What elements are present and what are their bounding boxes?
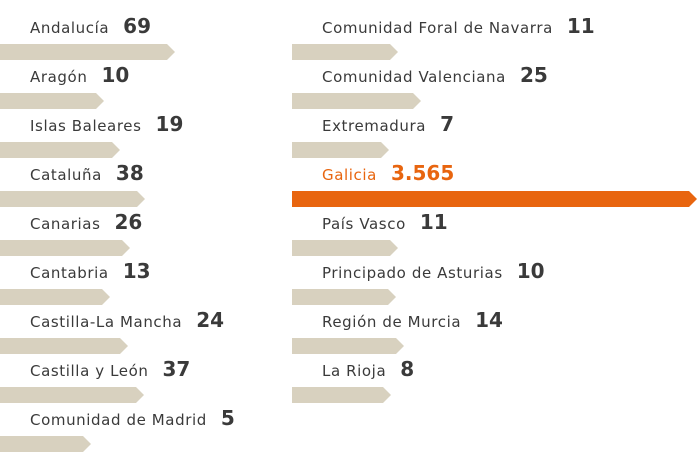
- value-label: 5: [220, 406, 235, 430]
- bar-label: Canarias 26: [30, 210, 142, 240]
- category-label: Galicia: [322, 166, 377, 184]
- bar-label: Cantabria 13: [30, 259, 151, 289]
- bar-row: Castilla y León 37: [0, 357, 697, 405]
- category-label: Canarias: [30, 215, 101, 233]
- value-label: 24: [196, 308, 225, 332]
- category-label: Aragón: [30, 68, 88, 86]
- bar-row: Castilla-La Mancha 24: [0, 308, 697, 356]
- category-label: País Vasco: [322, 215, 406, 233]
- bar-label: Andalucía 69: [30, 14, 151, 44]
- value-label: 26: [114, 210, 143, 234]
- bar: [0, 338, 128, 354]
- category-label: La Rioja: [322, 362, 387, 380]
- value-label: 7: [440, 112, 455, 136]
- bar: [0, 289, 110, 305]
- category-label: Principado de Asturias: [322, 264, 503, 282]
- bar-row: Comunidad de Madrid 5: [0, 406, 697, 454]
- category-label: Cataluña: [30, 166, 102, 184]
- bar: [0, 387, 144, 403]
- bar-label: La Rioja 8: [322, 357, 414, 387]
- category-label: Comunidad de Madrid: [30, 411, 207, 429]
- bar: [0, 93, 104, 109]
- bar-row: La Rioja 8: [0, 357, 697, 405]
- bar: [292, 44, 398, 60]
- bar-row: Cataluña 38: [0, 161, 697, 209]
- bar: [292, 142, 389, 158]
- value-label: 8: [400, 357, 415, 381]
- bar-label: Región de Murcia 14: [322, 308, 503, 338]
- value-label: 11: [566, 14, 595, 38]
- bar: [0, 436, 91, 452]
- bar-label: Aragón 10: [30, 63, 129, 93]
- bar-row: Cantabria 13: [0, 259, 697, 307]
- bar-label: Principado de Asturias 10: [322, 259, 545, 289]
- bar: [292, 93, 421, 109]
- bar-label: Galicia 3.565: [322, 161, 454, 191]
- category-label: Castilla-La Mancha: [30, 313, 183, 331]
- value-label: 11: [419, 210, 448, 234]
- bar-label: Comunidad de Madrid 5: [30, 406, 235, 436]
- bar: [0, 191, 145, 207]
- category-label: Región de Murcia: [322, 313, 462, 331]
- bar-highlight: [292, 191, 697, 207]
- bar: [0, 44, 175, 60]
- bar-label: Cataluña 38: [30, 161, 144, 191]
- bar-row: Canarias 26: [0, 210, 697, 258]
- bar: [292, 338, 404, 354]
- category-label: Cantabria: [30, 264, 109, 282]
- category-label: Comunidad Valenciana: [322, 68, 506, 86]
- value-label: 37: [162, 357, 191, 381]
- category-label: Comunidad Foral de Navarra: [322, 19, 553, 37]
- bar-row: Comunidad Foral de Navarra 11: [0, 14, 697, 62]
- bar-row: Andalucía 69: [0, 14, 697, 62]
- bar: [292, 387, 391, 403]
- bar: [292, 240, 398, 256]
- bar-row: Islas Baleares 19: [0, 112, 697, 160]
- value-label: 3.565: [390, 161, 455, 185]
- bar-label: Castilla-La Mancha 24: [30, 308, 224, 338]
- bar-label: Comunidad Foral de Navarra 11: [322, 14, 595, 44]
- category-label: Andalucía: [30, 19, 110, 37]
- value-label: 10: [516, 259, 545, 283]
- value-label: 19: [155, 112, 184, 136]
- bar-label: Extremadura 7: [322, 112, 454, 142]
- bar-row: Comunidad Valenciana 25: [0, 63, 697, 111]
- bar: [292, 289, 396, 305]
- bar-row: Principado de Asturias 10: [0, 259, 697, 307]
- bar-row: Región de Murcia 14: [0, 308, 697, 356]
- value-label: 25: [519, 63, 548, 87]
- category-label: Islas Baleares: [30, 117, 142, 135]
- bar-label: Castilla y León 37: [30, 357, 190, 387]
- category-label: Castilla y León: [30, 362, 149, 380]
- category-label: Extremadura: [322, 117, 427, 135]
- value-label: 10: [101, 63, 130, 87]
- bar-row: Aragón 10: [0, 63, 697, 111]
- bar: [0, 240, 130, 256]
- value-label: 69: [123, 14, 152, 38]
- bar: [0, 142, 120, 158]
- bar-label: Comunidad Valenciana 25: [322, 63, 548, 93]
- bar-row: Galicia 3.565: [0, 161, 697, 209]
- bar-row: País Vasco 11: [0, 210, 697, 258]
- bar-row: Extremadura 7: [0, 112, 697, 160]
- value-label: 13: [122, 259, 151, 283]
- value-label: 14: [475, 308, 503, 332]
- bar-label: País Vasco 11: [322, 210, 448, 240]
- value-label: 38: [115, 161, 144, 185]
- bar-label: Islas Baleares 19: [30, 112, 183, 142]
